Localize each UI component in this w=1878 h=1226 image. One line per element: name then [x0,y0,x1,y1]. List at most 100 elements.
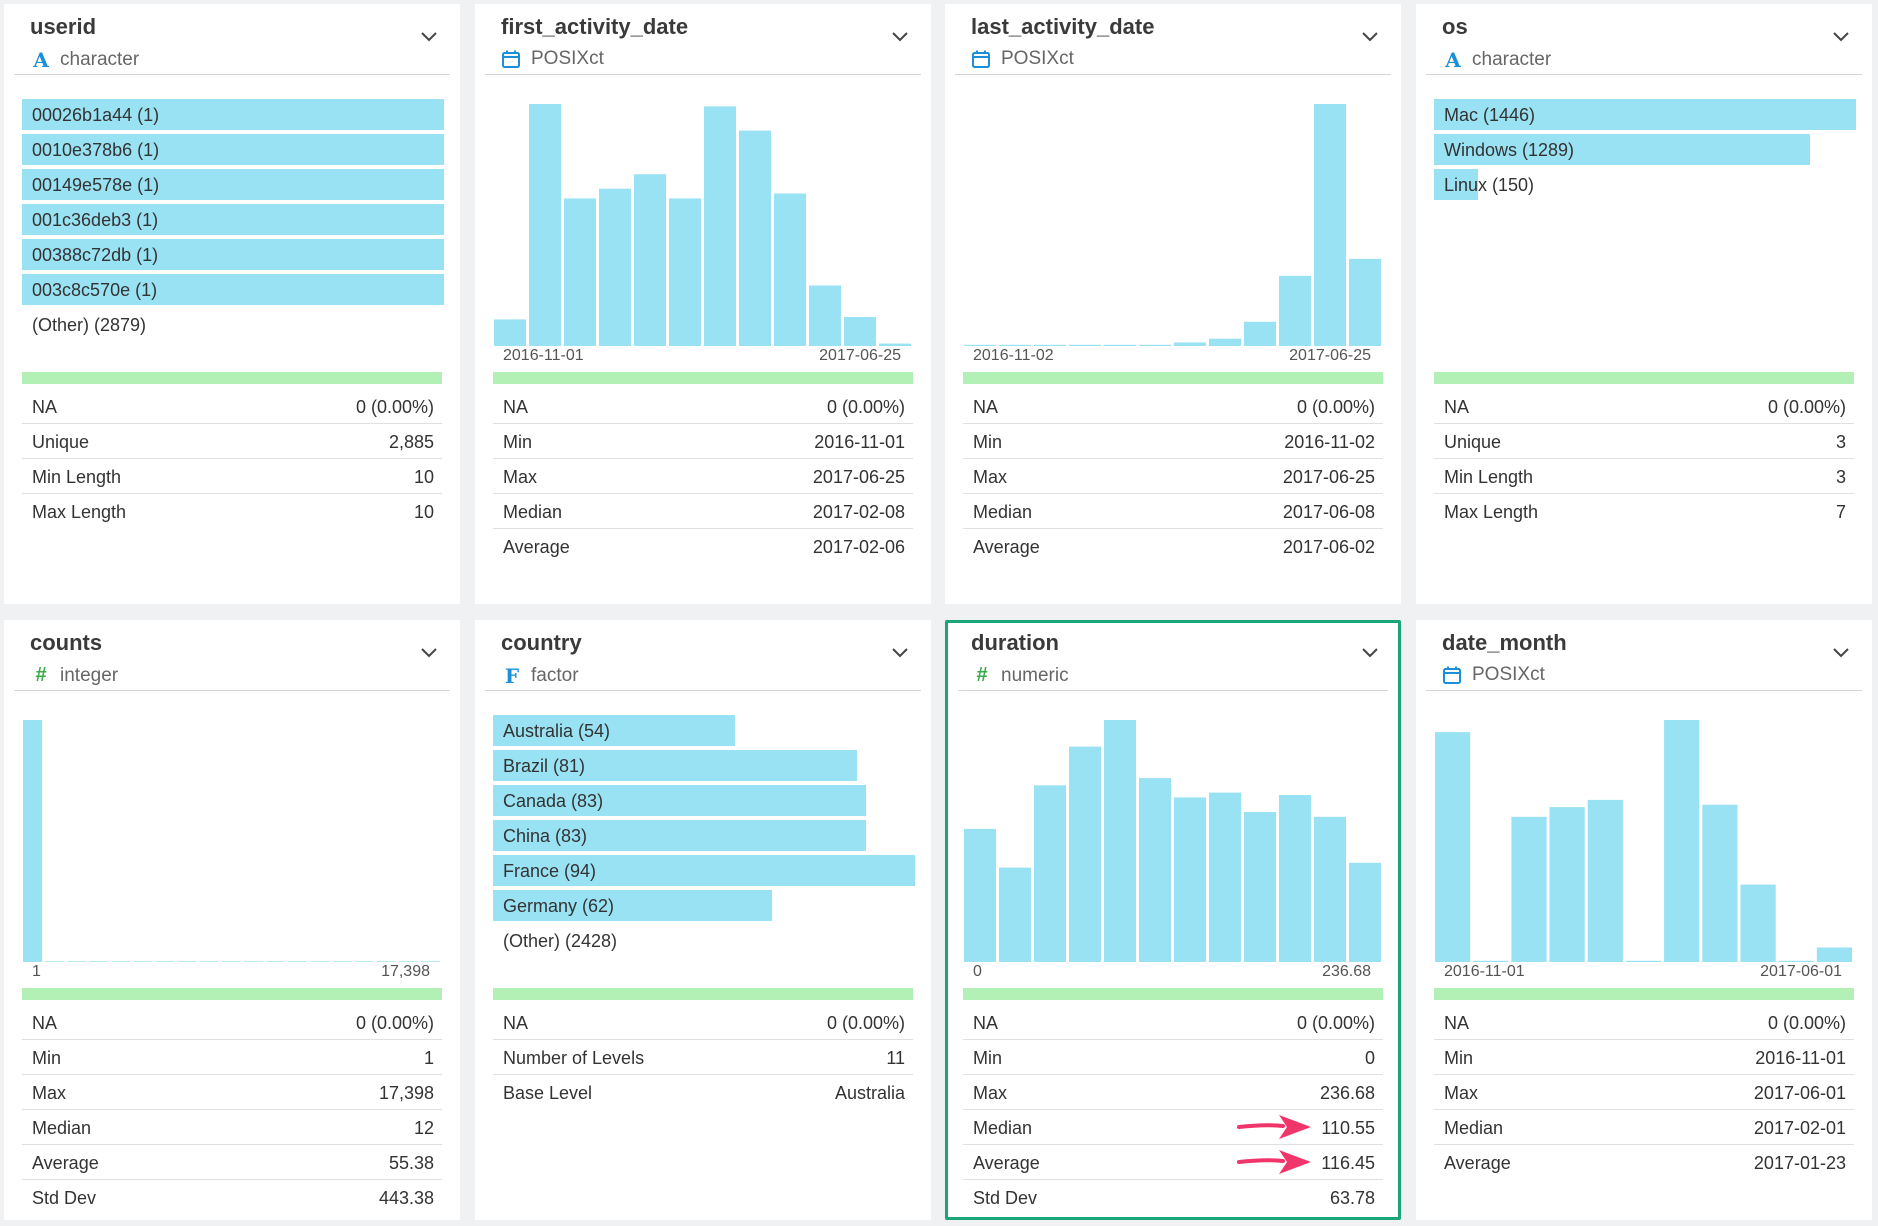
histogram-bar[interactable] [1435,732,1471,962]
frequency-item[interactable]: Canada (83) [493,785,915,816]
histogram-bar[interactable] [1104,344,1136,346]
histogram-bar[interactable] [564,198,596,346]
frequency-item[interactable]: Germany (62) [493,890,915,921]
histogram-bar[interactable] [332,961,352,962]
histogram-bar[interactable] [1279,275,1311,346]
frequency-item[interactable]: Linux (150) [1434,169,1856,200]
histogram-bar[interactable] [739,130,771,346]
histogram-bar[interactable] [1625,960,1662,962]
histogram-bar[interactable] [221,961,241,962]
histogram-bar[interactable] [599,188,631,346]
histogram-bar[interactable] [1279,795,1311,962]
frequency-item[interactable]: France (94) [493,855,915,886]
histogram-bar[interactable] [1174,797,1206,962]
histogram-bar[interactable] [45,961,65,962]
histogram-bar[interactable] [1549,807,1585,962]
histogram-bar[interactable] [529,104,561,346]
column-card-last-activity-date[interactable]: last_activity_date POSIXct 2016-11-02 2017-… [945,4,1401,604]
histogram-bar[interactable] [1349,258,1381,346]
histogram-bar[interactable] [774,193,806,347]
valid-ratio-bar [493,988,913,1000]
frequency-item[interactable]: (Other) (2879) [22,309,444,340]
histogram-bar[interactable] [1816,947,1852,963]
histogram-bar[interactable] [23,720,43,962]
histogram-bar[interactable] [879,343,911,346]
histogram-bar[interactable] [1740,884,1776,962]
frequency-item[interactable]: 0010e378b6 (1) [22,134,444,165]
histogram-bar[interactable] [964,828,996,962]
histogram-bar[interactable] [155,961,175,962]
histogram-bar[interactable] [1034,344,1066,346]
histogram-bar[interactable] [133,961,153,962]
histogram-bar[interactable] [1139,778,1171,962]
histogram-bar[interactable] [1209,338,1241,346]
histogram-bar[interactable] [1104,720,1136,962]
histogram-bar[interactable] [1244,812,1276,962]
frequency-item[interactable]: 001c36deb3 (1) [22,204,444,235]
histogram-bar[interactable] [354,961,374,962]
frequency-item[interactable]: Mac (1446) [1434,99,1856,130]
histogram-bar[interactable] [1034,785,1066,962]
histogram-bar[interactable] [494,319,526,346]
histogram-bar[interactable] [1209,792,1241,962]
histogram-bar[interactable] [634,174,666,346]
column-card-first-activity-date[interactable]: first_activity_date POSIXct 2016-11-01 2017… [475,4,931,604]
histogram-bar[interactable] [999,344,1031,346]
chevron-down-icon[interactable] [1361,30,1379,48]
histogram-bar[interactable] [844,317,876,346]
frequency-item[interactable]: 003c8c570e (1) [22,274,444,305]
histogram-bar[interactable] [964,344,996,346]
histogram-bar[interactable] [1473,960,1509,962]
histogram-bar[interactable] [244,961,264,962]
histogram-bar[interactable] [1778,960,1814,962]
frequency-item[interactable]: Windows (1289) [1434,134,1856,165]
chevron-down-icon[interactable] [1832,30,1850,48]
histogram-bar[interactable] [999,867,1031,962]
histogram-bar[interactable] [1069,344,1101,346]
chevron-down-icon[interactable] [891,646,909,664]
frequency-item[interactable]: Brazil (81) [493,750,915,781]
histogram-bar[interactable] [1314,104,1346,346]
frequency-item[interactable]: 00026b1a44 (1) [22,99,444,130]
histogram-bar[interactable] [1174,342,1206,346]
frequency-item[interactable]: 00149e578e (1) [22,169,444,200]
column-card-duration[interactable]: duration # numeric 0 236.68 NA 0 (0.00%) Min 0 Ma… [945,620,1401,1220]
histogram-bar[interactable] [1069,746,1101,962]
chevron-down-icon[interactable] [420,646,438,664]
histogram-bar[interactable] [1314,816,1346,962]
histogram-bar[interactable] [1244,321,1276,346]
histogram-bar[interactable] [1702,804,1738,962]
frequency-item[interactable]: 00388c72db (1) [22,239,444,270]
chevron-down-icon[interactable] [1361,646,1379,664]
histogram-bar[interactable] [288,961,308,962]
chevron-down-icon[interactable] [891,30,909,48]
frequency-item[interactable]: Australia (54) [493,715,915,746]
histogram-bar[interactable] [89,961,109,962]
chevron-down-icon[interactable] [420,30,438,48]
histogram-bar[interactable] [67,961,87,962]
histogram-bar[interactable] [1139,344,1171,346]
histogram-bar[interactable] [704,106,736,346]
histogram-bar[interactable] [199,961,219,962]
histogram-bar[interactable] [1349,862,1381,962]
histogram-bar[interactable] [809,285,841,347]
frequency-item[interactable]: (Other) (2428) [493,925,915,956]
histogram-bar[interactable] [1664,720,1700,962]
histogram-bar[interactable] [376,961,396,962]
histogram-bar[interactable] [1511,816,1547,962]
chevron-down-icon[interactable] [1832,646,1850,664]
histogram-bar[interactable] [1587,799,1623,962]
histogram-bar[interactable] [310,961,330,962]
frequency-item[interactable]: China (83) [493,820,915,851]
column-card-counts[interactable]: counts # integer 1 17,398 NA 0 (0.00%) Min 1 Max 1… [4,620,460,1220]
histogram-bar[interactable] [266,961,286,962]
histogram-bar[interactable] [111,961,131,962]
column-card-date-month[interactable]: date_month POSIXct 2016-11-01 2017-06-01 NA 0… [1416,620,1872,1220]
histogram-bar[interactable] [420,961,440,962]
histogram-bar[interactable] [669,198,701,346]
histogram-bar[interactable] [177,961,197,962]
histogram-bar[interactable] [398,961,418,962]
